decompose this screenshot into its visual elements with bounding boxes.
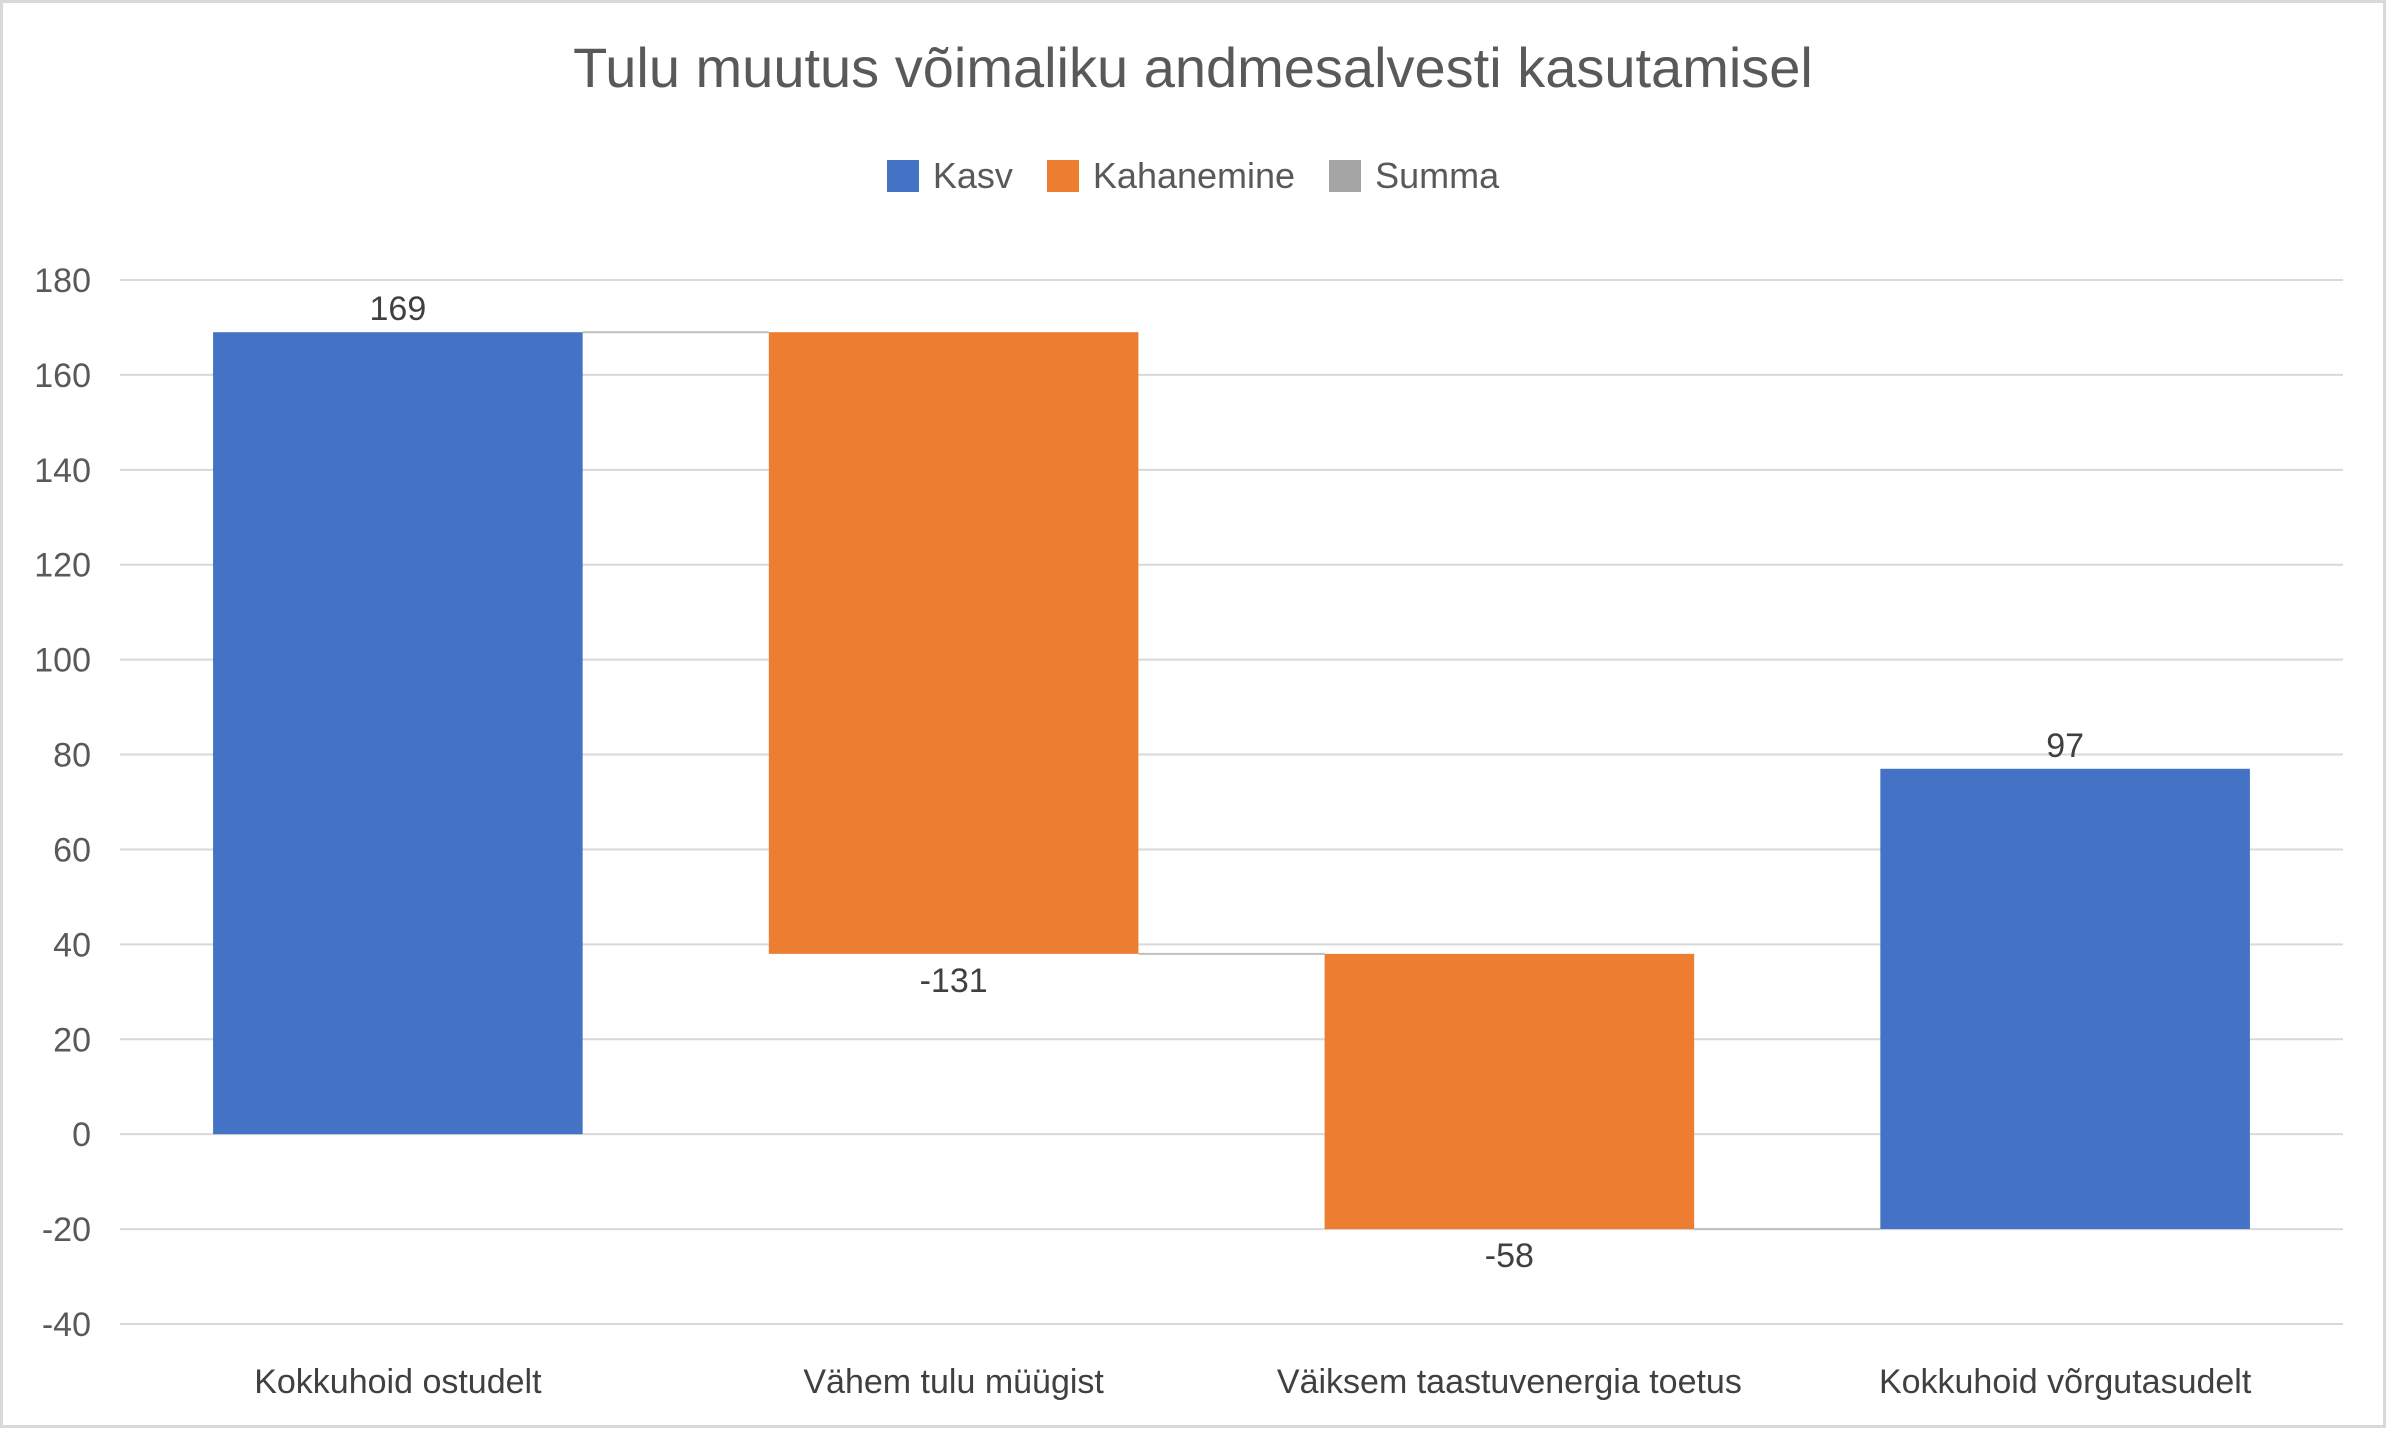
y-tick-label: 120 — [34, 547, 91, 585]
chart-title: Tulu muutus võimaliku andmesalvesti kasu… — [573, 36, 1813, 99]
y-tick-label: 80 — [53, 737, 91, 775]
x-category-label: Väiksem taastuvenergia toetus — [1277, 1363, 1742, 1401]
data-label: -131 — [920, 962, 988, 1000]
y-tick-label: 140 — [34, 452, 91, 490]
legend-label-increase: Kasv — [932, 155, 1013, 196]
y-tick-label: -20 — [42, 1211, 91, 1249]
data-label: -58 — [1485, 1237, 1534, 1275]
y-tick-label: 180 — [34, 262, 91, 300]
legend-item-decrease: Kahanemine — [1046, 155, 1296, 197]
x-category-label: Kokkuhoid võrgutasudelt — [1879, 1363, 2252, 1401]
x-category-label: Kokkuhoid ostudelt — [254, 1363, 542, 1401]
y-tick-label: 0 — [72, 1116, 91, 1154]
legend-label-decrease: Kahanemine — [1092, 155, 1296, 196]
bar-increase — [1880, 768, 2250, 1230]
bar-decrease — [768, 332, 1139, 954]
bar-decrease — [1324, 953, 1695, 1230]
legend: Kasv Kahanemine Summa — [3, 155, 2383, 197]
y-tick-label: 60 — [53, 831, 91, 869]
legend-swatch-total — [1329, 160, 1362, 192]
y-tick-label: -40 — [42, 1306, 91, 1344]
y-tick-label: 160 — [34, 357, 91, 395]
data-label: 97 — [2046, 727, 2084, 765]
data-label: 169 — [370, 290, 427, 328]
y-tick-label: 100 — [34, 642, 91, 680]
plot-area: -40 -20 0 20 40 60 80 100 120 140 160 180 169 -131 -58… — [34, 262, 2343, 1401]
y-tick-label: 20 — [53, 1021, 91, 1059]
legend-label-total: Summa — [1375, 155, 1500, 196]
bar-increase — [213, 332, 583, 1135]
y-tick-label: 40 — [53, 926, 91, 964]
legend-item-increase: Kasv — [886, 155, 1013, 197]
legend-swatch-decrease — [1046, 160, 1079, 192]
x-category-label: Vähem tulu müügist — [803, 1363, 1104, 1401]
legend-item-total: Summa — [1329, 155, 1499, 197]
legend-swatch-increase — [886, 160, 919, 192]
